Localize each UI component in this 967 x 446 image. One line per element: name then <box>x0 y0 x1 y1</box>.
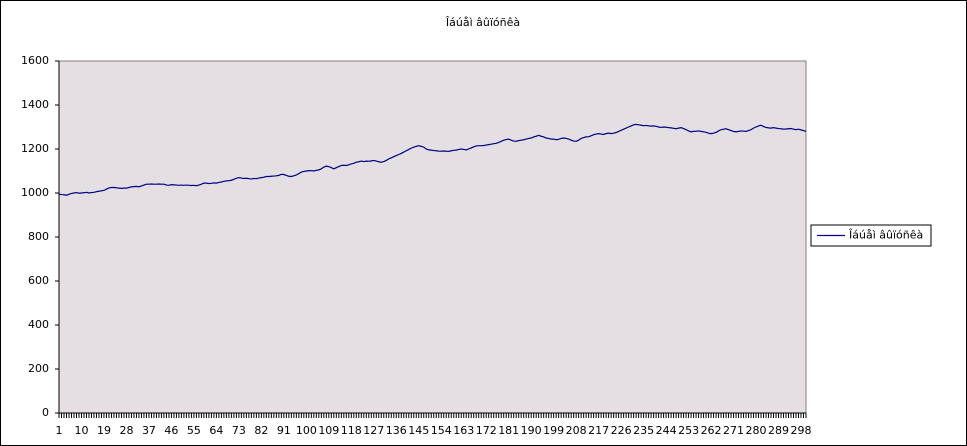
x-tick-label: 127 <box>363 424 384 437</box>
x-tick-label: 109 <box>318 424 339 437</box>
x-tick-label: 181 <box>498 424 519 437</box>
x-tick-label: 91 <box>277 424 291 437</box>
x-tick-label: 235 <box>633 424 654 437</box>
x-tick-label: 280 <box>746 424 767 437</box>
legend-label: Îáúåì âûïóñêà <box>848 229 923 242</box>
x-tick-label: 271 <box>723 424 744 437</box>
x-tick-label: 298 <box>791 424 812 437</box>
x-tick-label: 172 <box>476 424 497 437</box>
x-tick-label: 1 <box>56 424 63 437</box>
x-tick-label: 37 <box>142 424 156 437</box>
x-tick-label: 19 <box>97 424 111 437</box>
x-tick-label: 154 <box>431 424 452 437</box>
x-tick-label: 262 <box>701 424 722 437</box>
chart-title: Îáúåì âûïóñêà <box>445 16 520 29</box>
x-tick-label: 118 <box>341 424 362 437</box>
x-tick-label: 226 <box>611 424 632 437</box>
plot-area <box>58 60 807 414</box>
y-tick-label: 1400 <box>21 98 49 111</box>
y-tick-label: 200 <box>28 362 49 375</box>
y-tick-label: 1600 <box>21 54 49 67</box>
x-tick-label: 199 <box>543 424 564 437</box>
legend-box <box>810 224 932 247</box>
x-tick-label: 100 <box>296 424 317 437</box>
x-tick-label: 10 <box>74 424 88 437</box>
y-tick-label: 600 <box>28 274 49 287</box>
x-tick-label: 208 <box>566 424 587 437</box>
y-tick-label: 1000 <box>21 186 49 199</box>
x-tick-label: 190 <box>521 424 542 437</box>
x-tick-label: 55 <box>187 424 201 437</box>
x-tick-label: 64 <box>209 424 223 437</box>
y-tick-label: 400 <box>28 318 49 331</box>
y-tick-label: 1200 <box>21 142 49 155</box>
x-tick-label: 46 <box>164 424 178 437</box>
y-tick-label: 0 <box>42 406 49 419</box>
x-tick-label: 253 <box>678 424 699 437</box>
x-tick-label: 28 <box>119 424 133 437</box>
x-tick-label: 163 <box>453 424 474 437</box>
x-tick-label: 82 <box>254 424 268 437</box>
x-tick-label: 289 <box>768 424 789 437</box>
x-tick-label: 244 <box>656 424 677 437</box>
y-tick-label: 800 <box>28 230 49 243</box>
x-tick-label: 217 <box>588 424 609 437</box>
series-line <box>58 123 807 196</box>
x-tick-label: 73 <box>232 424 246 437</box>
x-tick-label: 145 <box>408 424 429 437</box>
x-tick-label: 136 <box>386 424 407 437</box>
